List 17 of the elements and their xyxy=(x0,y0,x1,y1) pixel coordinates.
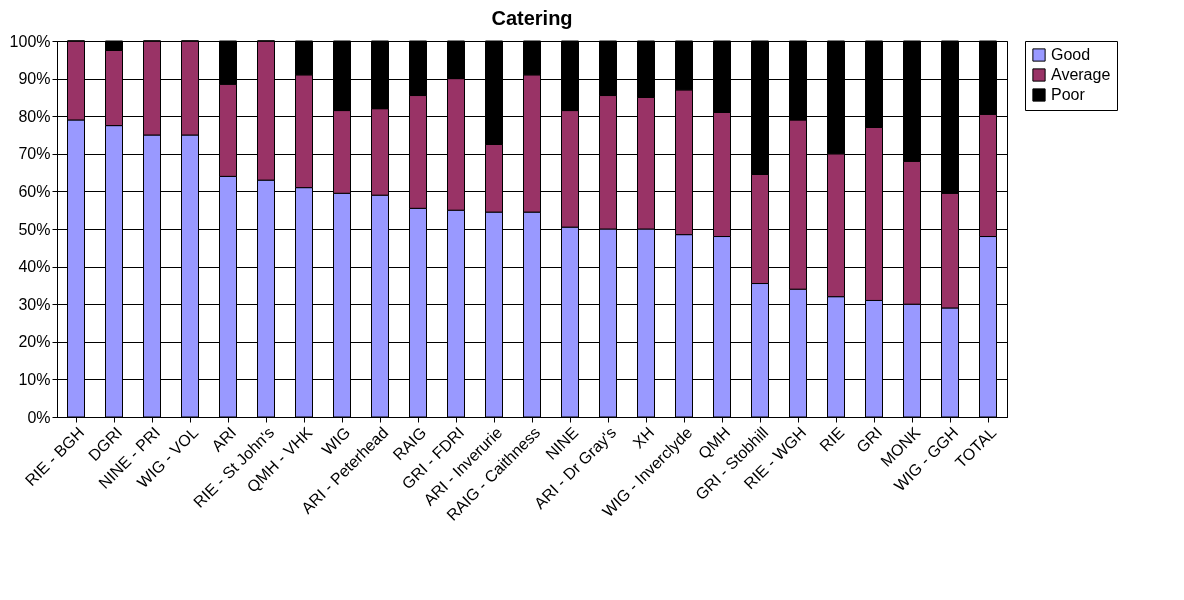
chart-title: Catering xyxy=(491,7,573,29)
y-tick-label: 70% xyxy=(18,145,51,163)
x-tick-label: RIE xyxy=(816,423,848,455)
y-tick-label: 80% xyxy=(18,107,51,125)
y-tick-label: 10% xyxy=(18,370,51,388)
y-tick-label: 60% xyxy=(18,182,51,200)
y-tick-label: 30% xyxy=(18,295,51,313)
y-tick-label: 100% xyxy=(9,32,51,50)
legend-label: Average xyxy=(1051,66,1111,83)
y-tick-label: 20% xyxy=(18,333,51,351)
y-tick-label: 50% xyxy=(18,220,51,238)
x-tick-label: GRI xyxy=(853,423,886,456)
legend-label: Good xyxy=(1051,46,1091,63)
y-tick-label: 0% xyxy=(27,408,51,426)
y-tick-label: 90% xyxy=(18,70,51,88)
legend-label: Poor xyxy=(1051,86,1086,103)
y-tick-label: 40% xyxy=(18,258,51,276)
